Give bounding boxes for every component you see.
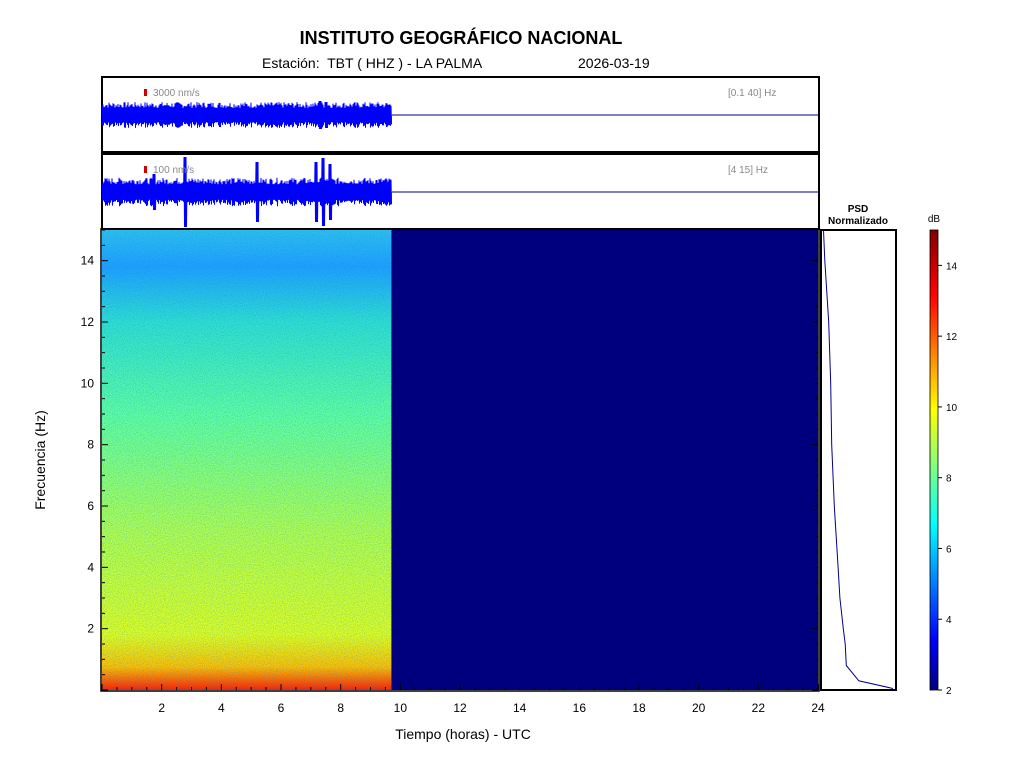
- trace-band-label-1: [0.1 40] Hz: [728, 88, 776, 99]
- y-axis-ticks: 2 4 6 8 10 12 14: [81, 229, 818, 691]
- y-tick-label: 6: [87, 499, 94, 513]
- x-tick-label: 24: [811, 701, 825, 715]
- trace-band-label-2: [4 15] Hz: [728, 165, 768, 176]
- y-tick-label: 4: [87, 560, 94, 574]
- colorbar-unit: dB: [928, 214, 941, 225]
- y-tick-label: 12: [81, 315, 95, 329]
- x-tick-label: 4: [218, 701, 225, 715]
- trace-panel-broadband: 3000 nm/s [0.1 40] Hz: [101, 76, 820, 153]
- x-tick-label: 18: [632, 701, 646, 715]
- spectrogram-speckle: [102, 230, 392, 690]
- colorbar-tick-label: 8: [946, 474, 952, 485]
- x-tick-label: 10: [394, 701, 408, 715]
- trace-scale-label-1: 3000 nm/s: [153, 88, 200, 99]
- chart-title: INSTITUTO GEOGRÁFICO NACIONAL: [299, 28, 623, 48]
- x-axis-ticks: 2 4 6 8 10 12 14 16 18 20 22 24: [101, 684, 825, 715]
- x-tick-label: 8: [337, 701, 344, 715]
- x-tick-label: 12: [453, 701, 467, 715]
- colorbar-ticks: 2 4 6 8 10 12 14: [938, 261, 958, 697]
- date-label: 2026-03-19: [578, 55, 650, 71]
- trace-waveform-2: [101, 156, 392, 228]
- colorbar-tick-label: 14: [946, 261, 958, 272]
- x-tick-label: 6: [278, 701, 285, 715]
- x-tick-label: 2: [158, 701, 165, 715]
- x-tick-label: 20: [692, 701, 706, 715]
- psd-curve: [823, 229, 894, 689]
- x-tick-label: 14: [513, 701, 527, 715]
- y-tick-label: 10: [81, 376, 95, 390]
- trace-panel-filtered: 100 nm/s [4 15] Hz: [101, 153, 820, 230]
- colorbar-scale: [929, 229, 939, 691]
- colorbar-tick-label: 10: [946, 403, 958, 414]
- trace-waveform-1: [101, 100, 392, 130]
- y-axis-title: Frecuencia (Hz): [32, 410, 48, 510]
- scale-marker-1: [144, 89, 147, 96]
- y-tick-label: 8: [87, 438, 94, 452]
- station-label: Estación: TBT ( HHZ ) - LA PALMA: [262, 55, 483, 71]
- colorbar-tick-label: 2: [946, 686, 952, 697]
- colorbar-tick-label: 6: [946, 544, 952, 555]
- y-tick-label: 2: [87, 622, 94, 636]
- psd-title-line2: Normalizado: [828, 216, 888, 227]
- colorbar-tick-label: 4: [946, 615, 952, 626]
- x-tick-label: 16: [573, 701, 587, 715]
- spectrogram-frame: [100, 228, 820, 692]
- x-axis-title: Tiempo (horas) - UTC: [395, 726, 531, 742]
- psd-panel: PSD Normalizado: [820, 204, 897, 691]
- colorbar-tick-label: 12: [946, 332, 958, 343]
- psd-title-line1: PSD: [848, 204, 869, 215]
- x-tick-label: 22: [752, 701, 766, 715]
- y-tick-label: 14: [81, 254, 95, 268]
- spectrogram-no-data-region: [391, 230, 818, 690]
- psd-frame: [820, 229, 897, 691]
- colorbar: dB 2 4 6 8 10 12 14: [928, 214, 958, 697]
- trace-scale-label-2: 100 nm/s: [153, 165, 194, 176]
- scale-marker-2: [144, 166, 147, 173]
